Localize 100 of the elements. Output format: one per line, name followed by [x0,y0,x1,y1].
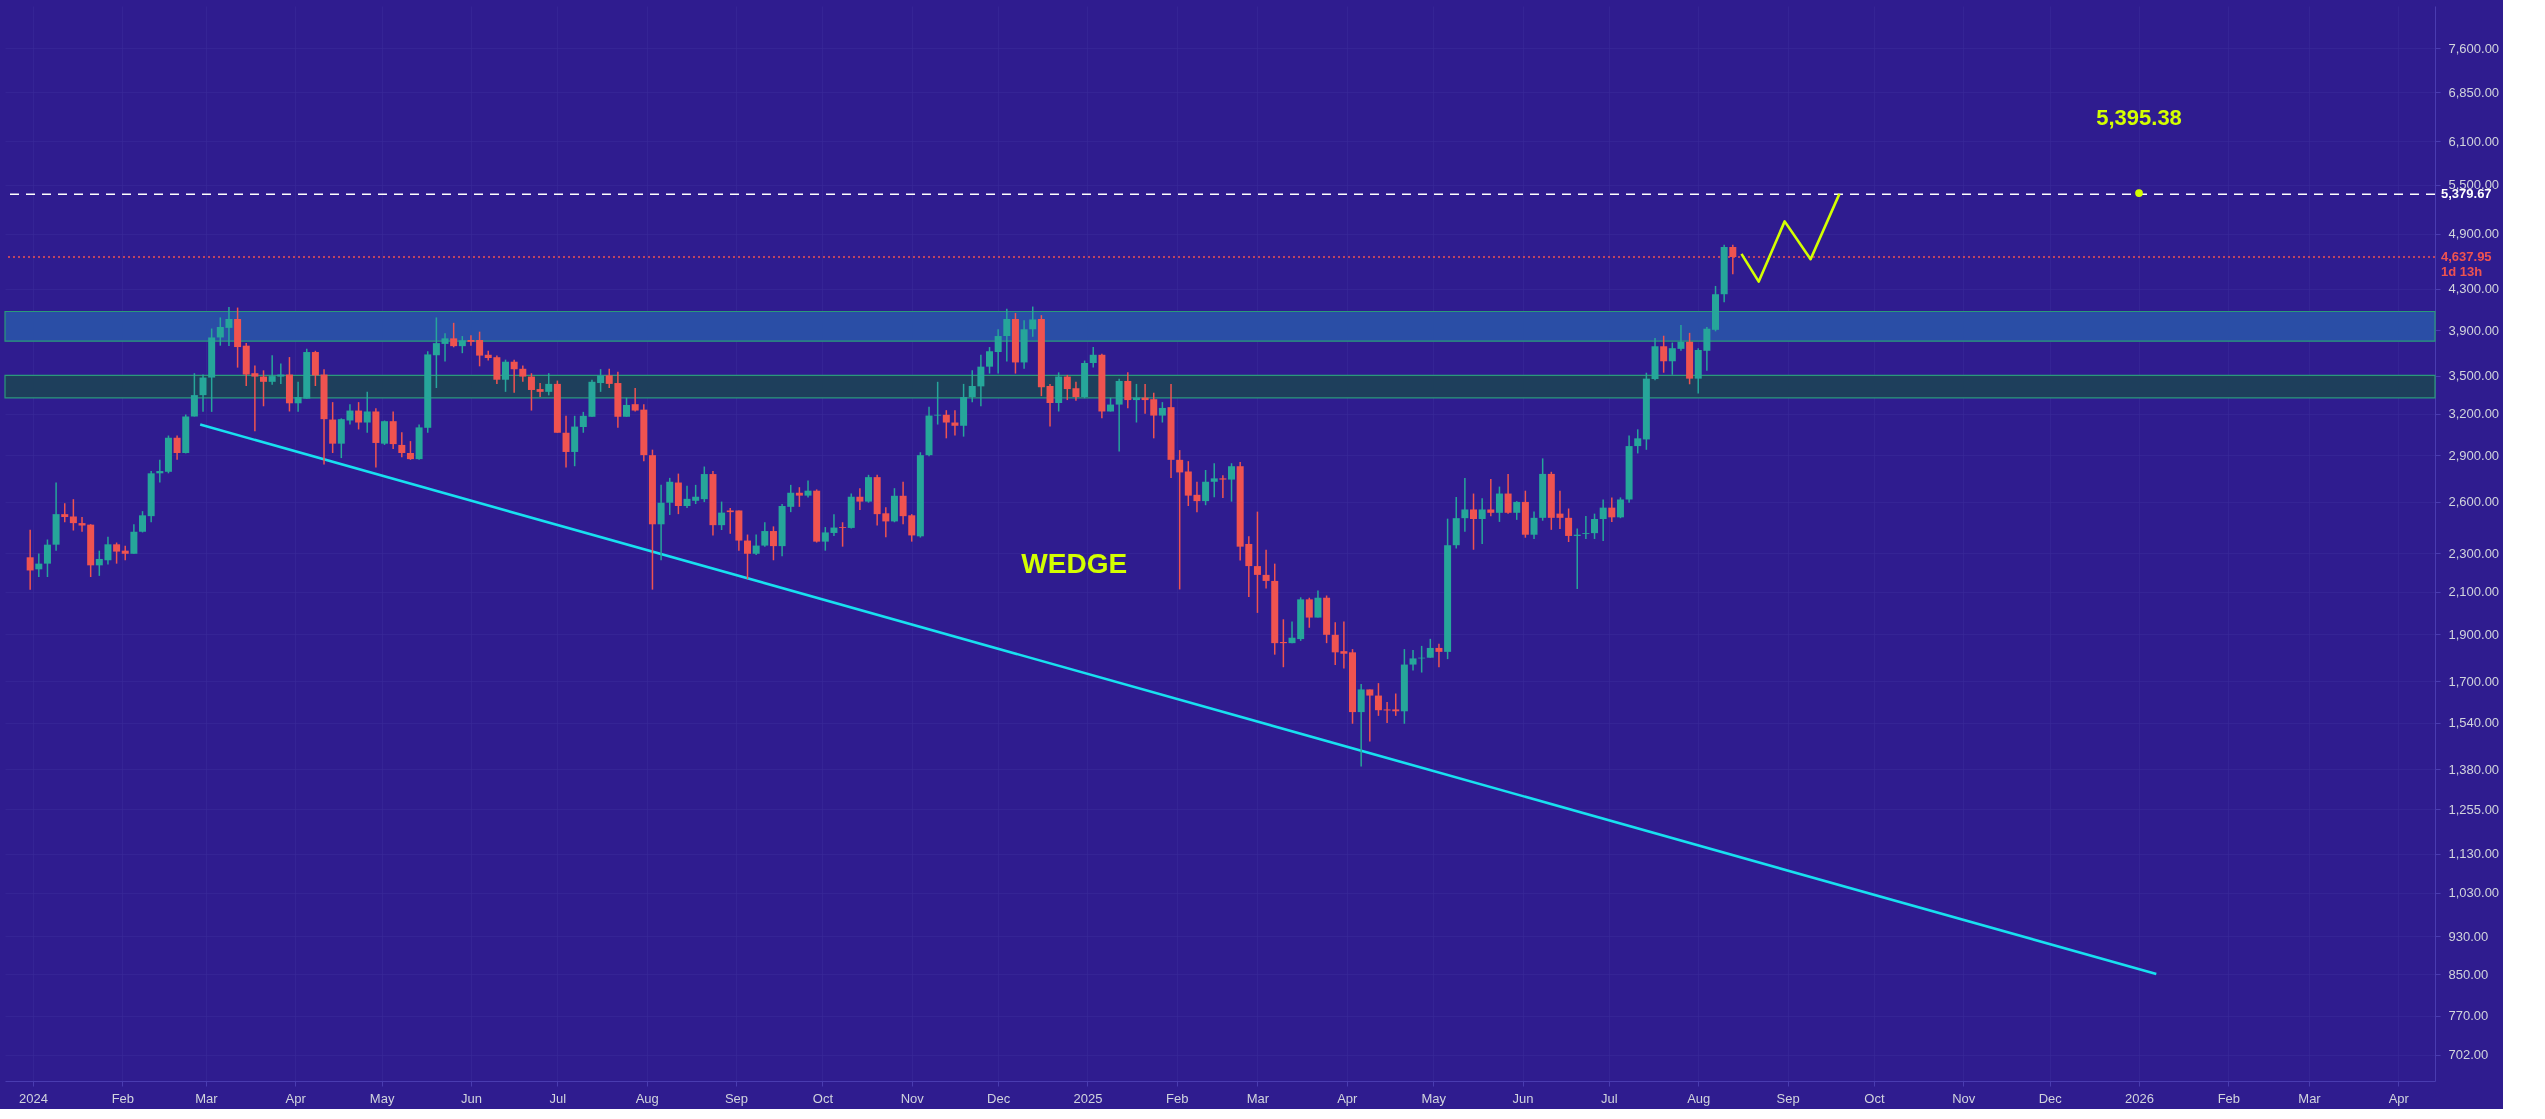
candlestick [1565,507,1573,543]
candlestick [968,369,976,403]
candlestick [1582,515,1590,540]
candlestick [173,434,181,461]
candlestick [1513,500,1521,521]
x-tick-label: 2026 [2125,1090,2154,1106]
x-tick-label: Mar [195,1090,219,1106]
candlestick [406,440,414,461]
y-tick-label: 7,600.00 [2448,40,2500,56]
candlestick [761,521,769,548]
line-series [1740,192,1841,283]
annotation: WEDGE [1021,548,1128,579]
x-tick-label: Oct [812,1090,834,1106]
candlestick [752,533,760,556]
candlestick [951,409,959,437]
x-tick-label: Feb [1166,1090,1189,1106]
x-tick-label: May [369,1090,395,1106]
candlestick [1003,308,1011,363]
candlestick [1478,497,1486,545]
candlestick [1046,383,1054,428]
candlestick [977,354,985,408]
candlestick [26,528,34,591]
candlestick [994,328,1002,375]
candlestick [311,350,319,387]
candlestick [536,382,544,398]
x-tick-label: Sep [1776,1090,1800,1106]
y-tick-label: 4,900.00 [2448,226,2500,242]
y-tick-label: 6,100.00 [2448,133,2500,149]
y-tick-label: 850.00 [2448,966,2489,982]
candlestick [769,525,777,562]
candlestick [1591,512,1599,540]
candlestick [130,523,138,555]
candlestick [1426,638,1434,659]
x-tick-label: Aug [1687,1090,1711,1106]
candlestick [527,372,535,412]
candlestick [1374,682,1382,717]
y-tick-label: 1,700.00 [2448,673,2500,689]
candlestick [562,415,570,469]
annotation: 5,395.38 [2096,105,2182,131]
x-tick-label: Nov [900,1090,925,1106]
candlestick [804,479,812,499]
candlestick [1202,469,1210,506]
x-tick-label: Apr [1337,1090,1359,1106]
candlestick [389,410,397,450]
x-tick-label: Jun [1512,1090,1534,1106]
x-tick-label: Aug [635,1090,659,1106]
candlestick [1409,649,1417,672]
candlestick [69,498,77,532]
x-tick-label: Feb [2217,1090,2241,1106]
y-tick-label: 6,850.00 [2448,84,2500,100]
candlestick [1487,478,1495,517]
x-tick-label: Mar [1246,1090,1270,1106]
candlestick [363,391,371,434]
x-tick-label: Mar [2298,1090,2322,1106]
ref-line-label: 4,637.95 1d 13h [2441,249,2492,280]
candlestick [121,545,129,562]
candlestick [260,369,268,408]
y-tick-label: 930.00 [2448,928,2489,944]
y-tick-label: 1,380.00 [2448,761,2500,777]
candlestick [1176,449,1184,591]
y-tick-label: 2,600.00 [2448,494,2500,510]
candlestick [623,396,631,418]
candlestick [657,484,665,562]
candlestick [674,472,682,515]
x-tick-label: Apr [2388,1090,2410,1106]
candlestick [398,431,406,458]
candlestick [795,486,803,508]
candlestick [1530,510,1538,540]
candlestick [1029,305,1037,338]
candlestick [441,332,449,363]
candlestick [61,502,69,523]
candlestick [476,330,484,368]
x-tick-label: Jul [1601,1090,1618,1106]
candlestick [1089,346,1097,369]
candlestick [1495,485,1503,523]
candlestick [1599,498,1607,542]
y-tick-label: 770.00 [2448,1008,2489,1024]
x-tick-label: Jul [549,1090,567,1106]
candlestick [1608,496,1616,523]
candlestick [839,521,847,548]
candlestick [1461,477,1469,533]
y-tick-label: 3,200.00 [2448,406,2500,422]
y-tick-label: 3,900.00 [2448,322,2500,338]
y-tick-label: 2,900.00 [2448,447,2500,463]
candlestick [942,409,950,440]
candlestick [1262,549,1270,590]
candlestick [450,322,458,349]
candlestick [199,373,207,413]
candlestick [1210,462,1218,498]
candlestick [1616,496,1624,519]
candlestick [1253,510,1261,614]
candlestick [934,381,942,426]
candlestick [502,358,510,393]
candlestick [1504,473,1512,515]
candlestick [1634,428,1642,455]
candlestick [1158,401,1166,424]
candlestick [510,358,518,394]
candlestick [355,401,363,431]
candlestick [1660,334,1668,374]
y-tick-label: 1,030.00 [2448,885,2500,901]
